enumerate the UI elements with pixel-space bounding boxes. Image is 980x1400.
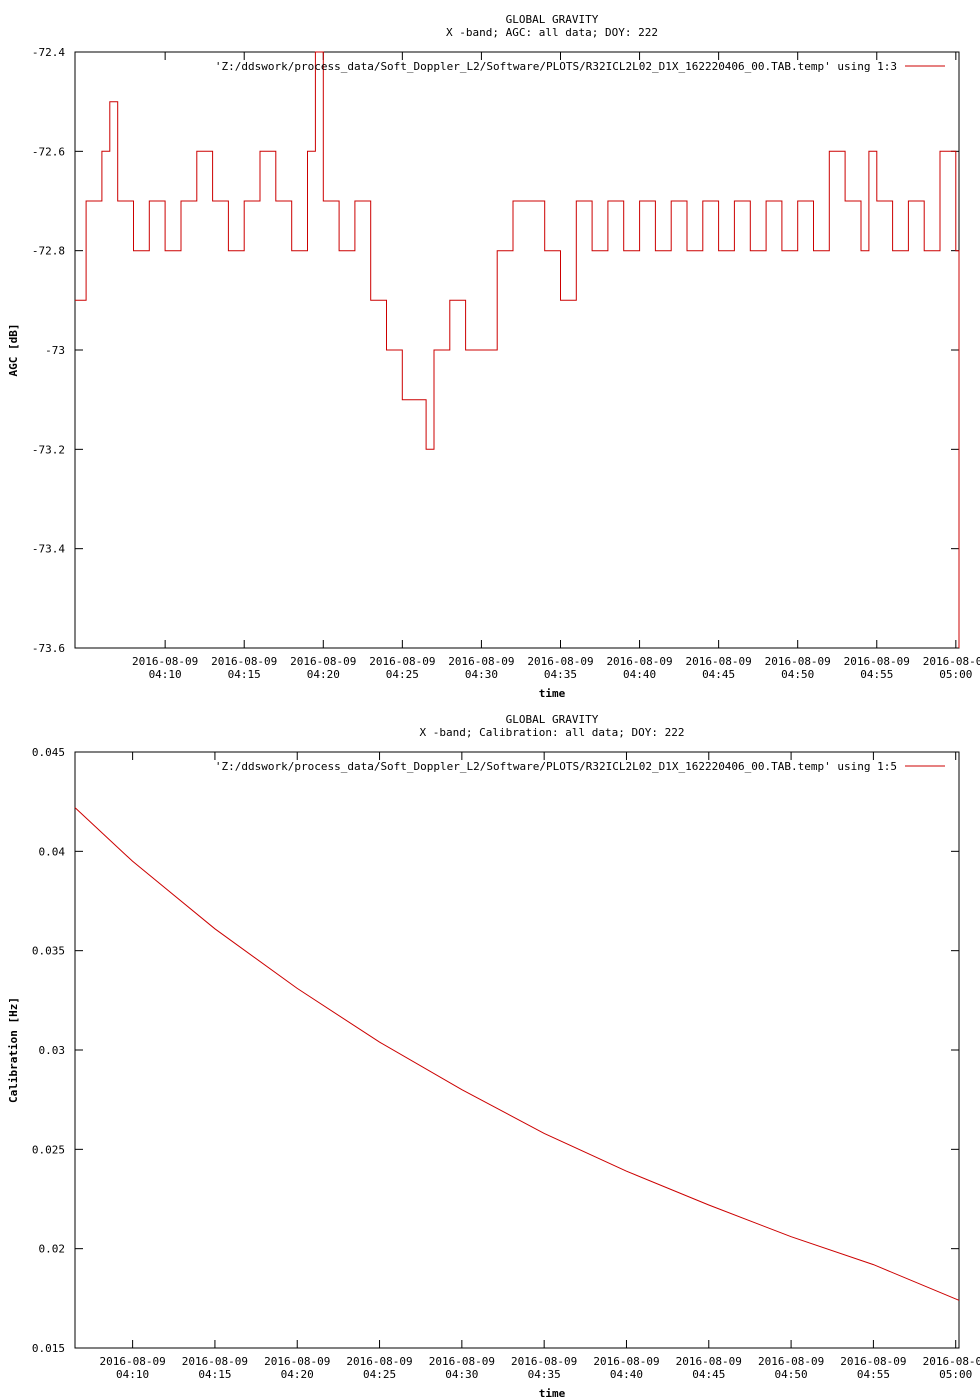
x-tick-time-label: 04:40 [610,1368,643,1381]
x-tick-date-label: 2016-08-09 [758,1355,824,1368]
x-tick-time-label: 05:00 [939,1368,972,1381]
x-tick-date-label: 2016-08-09 [211,655,277,668]
series-line-0 [74,807,960,1301]
y-tick-label: 0.035 [32,945,65,958]
y-tick-label: 0.02 [39,1243,66,1256]
x-tick-date-label: 2016-08-09 [346,1355,412,1368]
x-tick-date-label: 2016-08-09 [182,1355,248,1368]
x-tick-date-label: 2016-08-09 [448,655,514,668]
y-tick-label: 0.03 [39,1044,66,1057]
plot-frame [74,51,960,649]
x-tick-date-label: 2016-08-09 [593,1355,659,1368]
x-tick-time-label: 04:55 [860,668,893,681]
x-tick-date-label: 2016-08-09 [840,1355,906,1368]
x-tick-date-label: 2016-08-09 [923,1355,980,1368]
x-tick-time-label: 04:25 [386,668,419,681]
x-tick-date-label: 2016-08-09 [923,655,980,668]
x-tick-time-label: 05:00 [939,668,972,681]
x-axis-label: time [539,1387,566,1400]
x-tick-date-label: 2016-08-09 [844,655,910,668]
y-tick-label: -72.4 [32,46,65,59]
x-tick-time-label: 04:30 [465,668,498,681]
x-tick-time-label: 04:55 [857,1368,890,1381]
x-tick-date-label: 2016-08-09 [132,655,198,668]
x-tick-time-label: 04:15 [198,1368,231,1381]
x-tick-date-label: 2016-08-09 [606,655,672,668]
chart-subtitle: X -band; AGC: all data; DOY: 222 [446,26,658,39]
x-tick-time-label: 04:20 [307,668,340,681]
x-tick-date-label: 2016-08-09 [429,1355,495,1368]
y-tick-label: -73.6 [32,642,65,655]
x-tick-date-label: 2016-08-09 [676,1355,742,1368]
x-tick-time-label: 04:20 [281,1368,314,1381]
x-tick-time-label: 04:35 [528,1368,561,1381]
x-tick-time-label: 04:10 [116,1368,149,1381]
x-axis-label: time [539,687,566,700]
x-tick-time-label: 04:25 [363,1368,396,1381]
series-line-0 [75,51,960,648]
x-tick-date-label: 2016-08-09 [527,655,593,668]
x-tick-time-label: 04:30 [445,1368,478,1381]
y-tick-label: -73.4 [32,543,65,556]
legend-label: 'Z:/ddswork/process_data/Soft_Doppler_L2… [215,60,897,73]
chart-title: GLOBAL GRAVITY [506,713,599,726]
x-tick-time-label: 04:45 [702,668,735,681]
x-tick-time-label: 04:15 [228,668,261,681]
x-tick-time-label: 04:50 [781,668,814,681]
y-tick-label: -73 [45,344,65,357]
x-tick-date-label: 2016-08-09 [686,655,752,668]
x-tick-time-label: 04:10 [149,668,182,681]
y-tick-label: 0.025 [32,1143,65,1156]
x-tick-time-label: 04:45 [692,1368,725,1381]
plot-frame [74,751,960,1349]
y-tick-label: 0.04 [39,845,66,858]
x-tick-time-label: 04:50 [775,1368,808,1381]
x-tick-date-label: 2016-08-09 [99,1355,165,1368]
x-tick-date-label: 2016-08-09 [264,1355,330,1368]
x-tick-date-label: 2016-08-09 [290,655,356,668]
y-tick-label: 0.045 [32,746,65,759]
x-tick-time-label: 04:35 [544,668,577,681]
chart-title: GLOBAL GRAVITY [506,13,599,26]
y-tick-label: -72.6 [32,145,65,158]
y-tick-label: -73.2 [32,443,65,456]
x-tick-time-label: 04:40 [623,668,656,681]
chart-subtitle: X -band; Calibration: all data; DOY: 222 [420,726,685,739]
x-tick-date-label: 2016-08-09 [369,655,435,668]
x-tick-date-label: 2016-08-09 [765,655,831,668]
y-axis-label: Calibration [Hz] [7,997,20,1103]
legend-label: 'Z:/ddswork/process_data/Soft_Doppler_L2… [215,760,897,773]
y-tick-label: -72.8 [32,245,65,258]
y-tick-label: 0.015 [32,1342,65,1355]
y-axis-label: AGC [dB] [7,324,20,377]
x-tick-date-label: 2016-08-09 [511,1355,577,1368]
